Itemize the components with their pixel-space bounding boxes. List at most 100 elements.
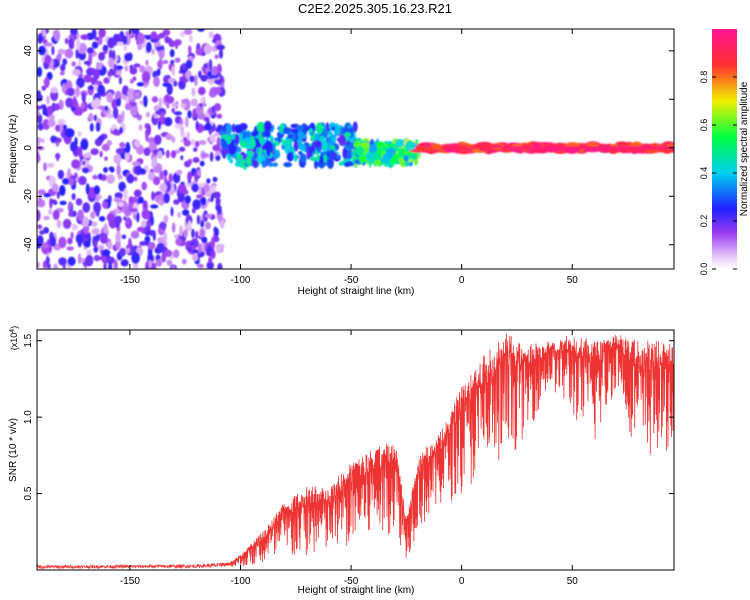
- spectrogram-cell: [78, 42, 87, 54]
- spectrogram-cell: [98, 52, 106, 61]
- spectrogram-cell: [124, 65, 129, 72]
- spectrogram-cell: [308, 145, 313, 153]
- spectrogram-cell: [62, 218, 72, 229]
- spectrogram-cell: [185, 59, 193, 69]
- spectrogram-cell: [111, 98, 118, 110]
- spectrogram-cell: [129, 67, 138, 75]
- spectrogram-cell: [210, 74, 219, 79]
- spectrogram-cell: [94, 83, 98, 92]
- spectrogram-cell: [37, 189, 46, 196]
- spectrogram-cell: [141, 220, 147, 228]
- spectrogram-cell: [145, 41, 152, 53]
- spectrogram-cell: [64, 48, 74, 59]
- spectrogram-cell: [277, 132, 282, 144]
- spectrogram-cell: [119, 247, 126, 257]
- spectrogram-cell: [322, 140, 328, 153]
- spectrogram-cell: [47, 119, 56, 127]
- spectrogram-cell: [50, 236, 57, 247]
- spectrogram-cell: [313, 160, 319, 169]
- spectrogram-cell: [346, 151, 352, 160]
- spectrogram-cell: [237, 146, 242, 153]
- spectrogram-cell: [53, 263, 59, 269]
- spectrogram-cell: [173, 111, 183, 116]
- spectrogram-cell: [68, 177, 75, 186]
- spectrogram-cell: [256, 121, 266, 133]
- spectrogram-cell: [120, 259, 129, 267]
- spectrogram-cell: [336, 154, 341, 160]
- spectrogram-cell: [171, 107, 175, 114]
- spectrogram-cell: [42, 39, 48, 44]
- snr-panel: -150 -100 -50 0 50 0.5 1.0 1.5 Height of straig…: [8, 326, 675, 596]
- spectrogram-cell: [171, 222, 176, 233]
- spectrogram-xtick-label: -50: [344, 275, 359, 286]
- spectrogram-cell: [456, 145, 468, 150]
- snr-xtick-label: -100: [230, 576, 250, 587]
- spectrogram-cell: [163, 214, 169, 224]
- spectrogram-xtick-label: -150: [120, 275, 140, 286]
- spectrogram-cell: [199, 228, 205, 238]
- spectrogram-cell: [343, 161, 351, 167]
- spectrogram-cell: [102, 200, 108, 209]
- snr-xtick-label: -150: [120, 576, 140, 587]
- spectrogram-cell: [112, 107, 119, 119]
- spectrogram-cell: [82, 152, 92, 159]
- spectrogram-cell: [196, 194, 203, 199]
- spectrogram-cell: [198, 86, 206, 96]
- spectrogram-cell: [99, 150, 103, 158]
- spectrogram-cell: [94, 98, 101, 108]
- spectrogram-cell: [106, 213, 115, 223]
- spectrogram-cell: [75, 48, 79, 59]
- spectrogram-cell: [78, 175, 87, 186]
- spectrogram-cell: [184, 116, 189, 128]
- spectrogram-cell: [299, 153, 307, 164]
- spectrogram-cell: [65, 81, 71, 90]
- spectrogram-cell: [228, 143, 237, 156]
- spectrogram-cell: [282, 127, 292, 135]
- spectrogram-cell: [127, 88, 136, 100]
- spectrogram-cell: [85, 254, 94, 267]
- spectrogram-cell: [174, 123, 183, 129]
- spectrogram-cell: [82, 216, 90, 227]
- spectrogram-cell: [71, 159, 81, 169]
- spectrogram-cell: [293, 153, 298, 162]
- spectrogram-cell: [86, 249, 92, 256]
- spectrogram-cell: [37, 151, 40, 163]
- spectrogram-cell: [187, 158, 193, 165]
- colorbar: 0.0 0.2 0.4 0.6 0.8 Normalized spectral ampl…: [699, 29, 750, 275]
- spectrogram-cell: [150, 38, 159, 43]
- spectrogram-cell: [119, 126, 124, 134]
- spectrogram-cell: [82, 167, 90, 174]
- snr-xtick-label: 50: [567, 576, 579, 587]
- spectrogram-cell: [145, 111, 151, 118]
- spectrogram-cell: [207, 78, 215, 85]
- spectrogram-cell: [108, 261, 113, 269]
- spectrogram-cell: [189, 75, 195, 83]
- spectrogram-cell: [142, 200, 148, 212]
- spectrogram-cell: [173, 80, 178, 87]
- colorbar-tick-label: 0.2: [699, 215, 709, 228]
- spectrogram-cell: [80, 34, 90, 40]
- spectrogram-cell: [264, 131, 271, 138]
- spectrogram-cell: [89, 122, 94, 132]
- spectrogram-cell: [344, 132, 351, 138]
- spectrogram-cell: [93, 201, 102, 214]
- spectrogram-cell: [157, 60, 163, 69]
- spectrogram-cell: [166, 259, 173, 266]
- spectrogram-cell: [219, 49, 223, 59]
- spectrogram-cell: [125, 142, 131, 154]
- spectrogram-xtick-label: 50: [567, 275, 579, 286]
- spectrogram-cell: [196, 263, 204, 269]
- spectrogram-cell: [121, 110, 125, 122]
- spectrogram-cell: [71, 193, 76, 201]
- spectrogram-cell: [60, 70, 65, 76]
- colorbar-axis: 0.0 0.2 0.4 0.6 0.8: [699, 71, 737, 275]
- spectrogram-cell: [170, 59, 175, 65]
- spectrogram-cell: [155, 46, 165, 51]
- spectrogram-cell: [83, 60, 91, 65]
- spectrogram-cell: [117, 174, 123, 180]
- snr-ylabel: SNR (10 * v/v): [8, 418, 19, 482]
- spectrogram-cell: [98, 244, 105, 250]
- spectrogram-cell: [115, 148, 125, 155]
- spectrogram-cell: [128, 196, 134, 204]
- spectrogram-cell: [137, 43, 142, 51]
